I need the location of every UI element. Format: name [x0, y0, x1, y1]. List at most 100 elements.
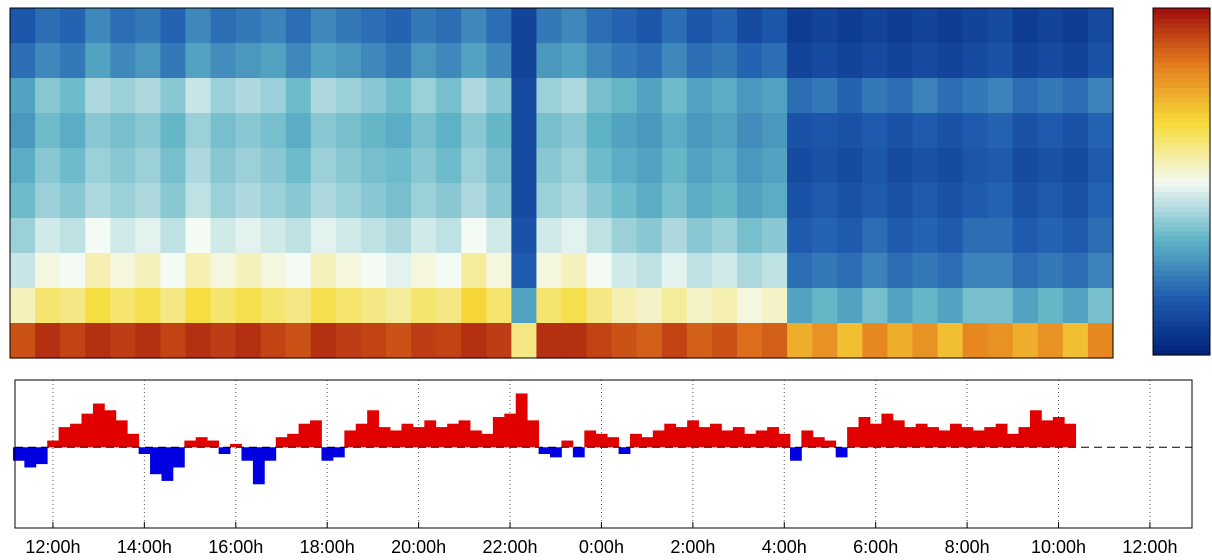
positive-area [710, 423, 722, 448]
heatmap-cell [160, 218, 187, 254]
heatmap-cell [661, 113, 688, 149]
heatmap-cell [360, 253, 387, 289]
positive-area [778, 433, 791, 448]
heatmap-cell [260, 8, 287, 44]
colorbar-swatch [1153, 181, 1210, 188]
heatmap-cell [10, 8, 36, 44]
heatmap-cell [661, 43, 688, 79]
heatmap-cell [160, 78, 187, 114]
heatmap-cell [1087, 148, 1114, 184]
heatmap-cell [260, 183, 287, 219]
colorbar [1153, 8, 1210, 356]
heatmap-cell [1062, 253, 1089, 289]
heatmap-cell [110, 8, 136, 44]
heatmap-cell [711, 218, 738, 254]
heatmap-cell [787, 148, 813, 184]
heatmap-cell [962, 148, 989, 184]
heatmap-cell [436, 288, 462, 324]
positive-area [47, 440, 60, 448]
heatmap-cell [235, 148, 262, 184]
heatmap-cell [360, 113, 387, 149]
heatmap-cell [937, 323, 964, 359]
heatmap-cell [787, 218, 813, 254]
heatmap-cell [561, 323, 588, 359]
heatmap-cell [962, 43, 989, 79]
heatmap-cell [436, 323, 462, 359]
heatmap-cell [1037, 183, 1064, 219]
colorbar-swatch [1153, 236, 1210, 242]
heatmap-cell [110, 183, 136, 219]
heatmap-cell [862, 43, 888, 79]
heatmap-cell [386, 183, 412, 219]
colorbar-swatch [1153, 191, 1210, 197]
heatmap-cell [862, 78, 888, 114]
heatmap-cell [937, 148, 964, 184]
heatmap-cell [110, 148, 136, 184]
heatmap-cell [611, 288, 638, 324]
heatmap-cell [862, 113, 888, 149]
colorbar-swatch [1153, 275, 1210, 282]
heatmap-cell [285, 148, 312, 184]
colorbar-swatch [1153, 77, 1210, 83]
negative-area [138, 447, 151, 454]
positive-area [230, 443, 242, 448]
colorbar-swatch [1153, 17, 1210, 24]
heatmap-cell [636, 78, 663, 114]
heatmap-cell [85, 148, 111, 184]
heatmap-cell [686, 183, 713, 219]
heatmap-cell [461, 323, 487, 359]
heatmap-cell [335, 288, 362, 324]
heatmap-cell [962, 218, 989, 254]
colorbar-swatch [1153, 265, 1210, 272]
heatmap-cell [561, 78, 588, 114]
positive-area [470, 430, 482, 448]
heatmap-cell [762, 43, 788, 79]
heatmap-cell [1037, 323, 1064, 359]
heatmap-cell [661, 253, 688, 289]
heatmap-cell [1062, 43, 1089, 79]
heatmap-cell [1087, 288, 1114, 324]
heatmap-cell [85, 218, 111, 254]
heatmap-cell [711, 288, 738, 324]
heatmap-cell [962, 78, 989, 114]
heatmap-cell [636, 43, 663, 79]
colorbar-swatch [1153, 350, 1210, 356]
heatmap-cell [837, 183, 863, 219]
heatmap-cell [260, 78, 287, 114]
heatmap-cell [511, 218, 538, 254]
positive-area [972, 430, 985, 448]
heatmap-cell [611, 148, 638, 184]
heatmap-cell [461, 43, 487, 79]
heatmap-cell [461, 148, 487, 184]
heatmap-cell [210, 78, 237, 114]
heatmap-cell [736, 113, 763, 149]
heatmap-border [9, 7, 1114, 359]
heatmap-cell [686, 253, 713, 289]
heatmap-cell [335, 148, 362, 184]
heatmap-cell [511, 43, 538, 79]
heatmap-cell [1087, 113, 1114, 149]
heatmap-cell [787, 183, 813, 219]
heatmap-cell [235, 8, 262, 44]
heatmap-cell [185, 253, 212, 289]
heatmap-cell [486, 253, 512, 289]
heatmap-cell [1012, 113, 1039, 149]
colorbar-swatch [1153, 122, 1210, 128]
heatmap-cell [686, 43, 713, 79]
heatmap-cell [787, 288, 813, 324]
negative-area [161, 447, 174, 481]
heatmap-cell [386, 253, 412, 289]
colorbar-swatch [1153, 112, 1210, 118]
heatmap-cell [887, 218, 914, 254]
colorbar-swatch [1153, 12, 1210, 19]
heatmap-cell [837, 43, 863, 79]
heatmap-cell [110, 78, 136, 114]
positive-area [812, 437, 825, 448]
heatmap-cell [436, 8, 462, 44]
heatmap-cell [210, 113, 237, 149]
heatmap-cell [285, 288, 312, 324]
heatmap-cell [411, 183, 437, 219]
colorbar-swatch [1153, 151, 1210, 158]
heatmap-cell [285, 113, 312, 149]
